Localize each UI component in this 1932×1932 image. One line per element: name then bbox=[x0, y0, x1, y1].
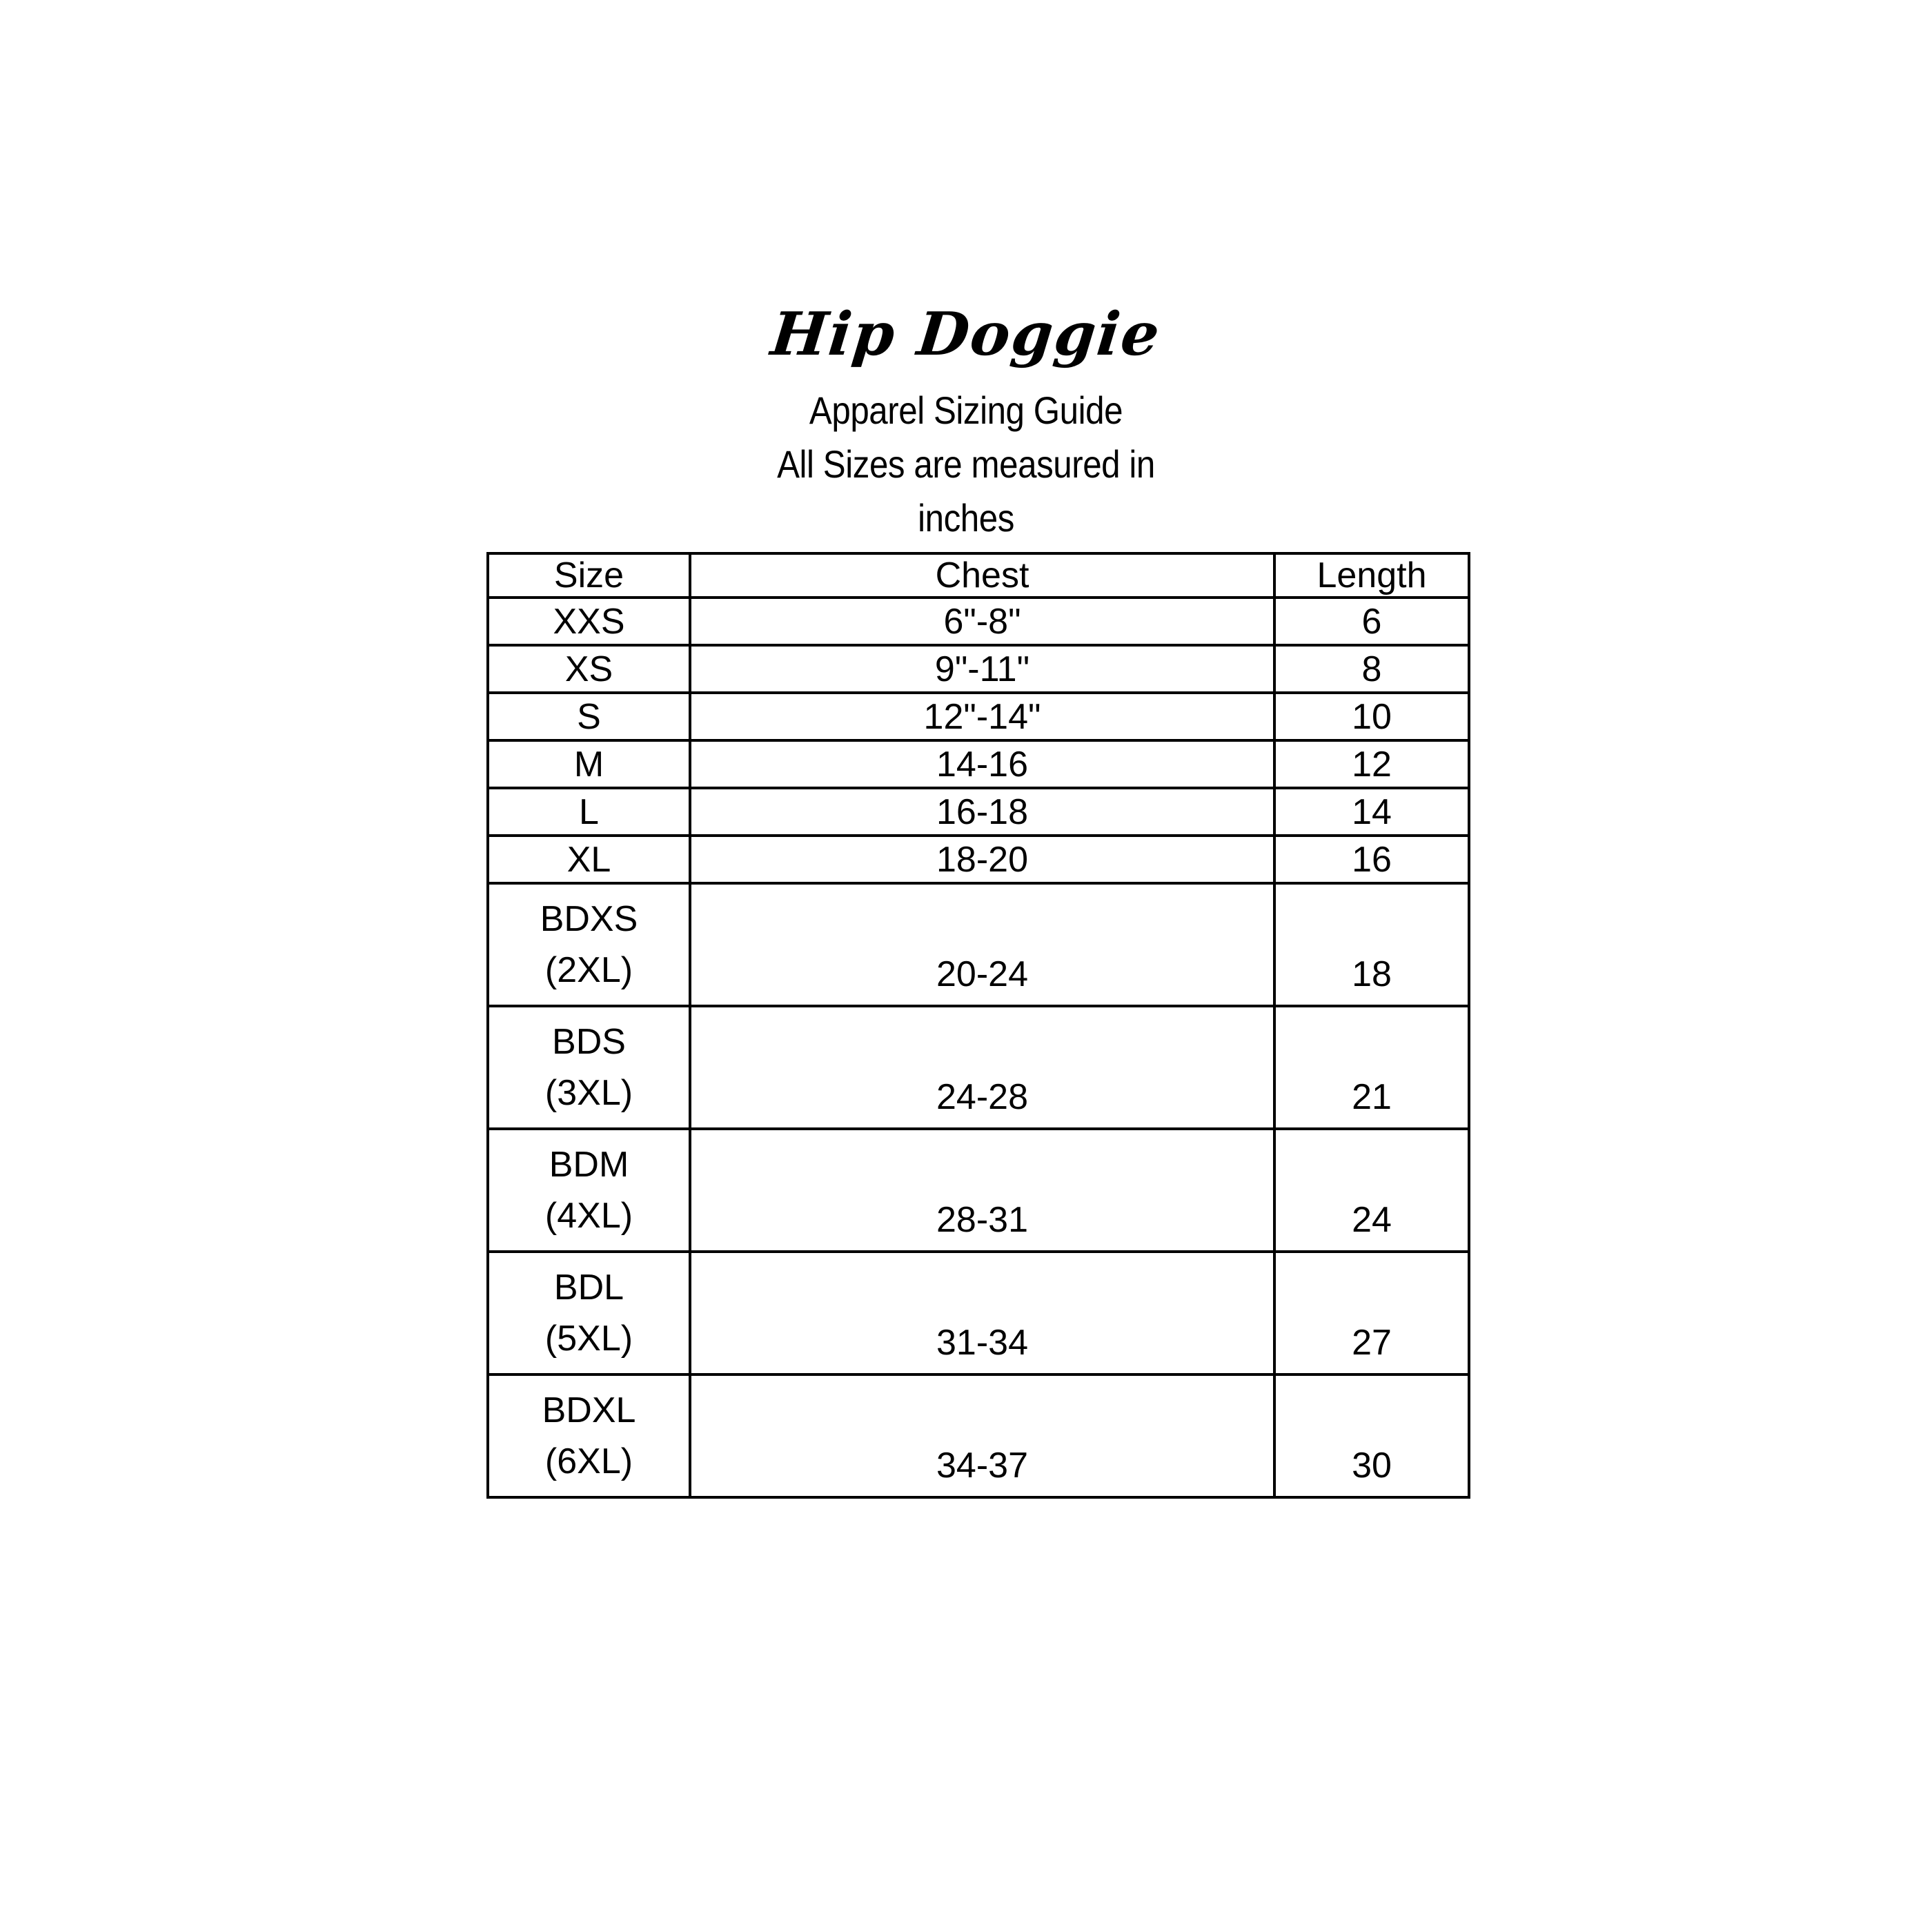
cell-length: 21 bbox=[1273, 1005, 1470, 1130]
table-header-row: Size Chest Length bbox=[486, 552, 1470, 599]
table-row: XL 18-20 16 bbox=[486, 834, 1470, 885]
cell-chest: 12"-14" bbox=[689, 691, 1276, 742]
size-label: BDM bbox=[549, 1145, 629, 1185]
column-header-size: Size bbox=[486, 552, 691, 599]
cell-length: 6 bbox=[1273, 596, 1470, 647]
size-label: XS bbox=[564, 649, 613, 689]
table-header: Size Chest Length bbox=[486, 552, 1470, 599]
cell-size: BDS (3XL) bbox=[486, 1005, 691, 1130]
size-label: BDXS bbox=[540, 899, 638, 939]
cell-chest: 6"-8" bbox=[689, 596, 1276, 647]
cell-size: XXS bbox=[486, 596, 691, 647]
cell-length: 12 bbox=[1273, 739, 1470, 789]
cell-size: L bbox=[486, 787, 691, 837]
brand-logo: Hip Doggie bbox=[767, 299, 1165, 369]
document-header: Hip Doggie Apparel Sizing Guide All Size… bbox=[0, 299, 1932, 545]
table-row: BDXL (6XL) 34-37 30 bbox=[486, 1373, 1470, 1499]
table-row: BDS (3XL) 24-28 21 bbox=[486, 1005, 1470, 1130]
cell-chest: 20-24 bbox=[689, 882, 1276, 1007]
cell-length: 8 bbox=[1273, 644, 1470, 694]
table-body: XXS 6"-8" 6 XS 9"-11" 8 S 12"-14" 10 M 14-16 12 L 16-… bbox=[486, 596, 1470, 1499]
cell-length: 14 bbox=[1273, 787, 1470, 837]
table-row: XS 9"-11" 8 bbox=[486, 644, 1470, 694]
size-alt-label: (2XL) bbox=[544, 950, 633, 990]
cell-length: 10 bbox=[1273, 691, 1470, 742]
size-alt-label: (5XL) bbox=[544, 1319, 633, 1359]
table-row: BDL (5XL) 31-34 27 bbox=[486, 1250, 1470, 1376]
cell-size: BDM (4XL) bbox=[486, 1127, 691, 1253]
table-row: BDM (4XL) 28-31 24 bbox=[486, 1127, 1470, 1253]
cell-size: BDXS (2XL) bbox=[486, 882, 691, 1007]
size-alt-label: (3XL) bbox=[544, 1073, 633, 1113]
cell-length: 18 bbox=[1273, 882, 1470, 1007]
size-label: XXS bbox=[553, 601, 625, 642]
cell-chest: 9"-11" bbox=[689, 644, 1276, 694]
cell-length: 27 bbox=[1273, 1250, 1470, 1376]
size-label: S bbox=[577, 696, 601, 737]
cell-chest: 24-28 bbox=[689, 1005, 1276, 1130]
cell-size: BDXL (6XL) bbox=[486, 1373, 691, 1499]
cell-size: M bbox=[486, 739, 691, 789]
cell-size: S bbox=[486, 691, 691, 742]
column-header-length: Length bbox=[1273, 552, 1470, 599]
size-label: M bbox=[573, 744, 604, 785]
table-row: BDXS (2XL) 20-24 18 bbox=[486, 882, 1470, 1007]
cell-size: XS bbox=[486, 644, 691, 694]
size-label: BDS bbox=[552, 1022, 626, 1062]
size-alt-label: (4XL) bbox=[544, 1196, 633, 1236]
table-row: XXS 6"-8" 6 bbox=[486, 596, 1470, 647]
size-label: L bbox=[579, 791, 599, 832]
cell-chest: 31-34 bbox=[689, 1250, 1276, 1376]
cell-length: 30 bbox=[1273, 1373, 1470, 1499]
size-label: BDL bbox=[553, 1268, 624, 1308]
size-label: BDXL bbox=[542, 1390, 636, 1430]
cell-chest: 14-16 bbox=[689, 739, 1276, 789]
subtitle-line-3: inches bbox=[918, 496, 1014, 540]
cell-chest: 16-18 bbox=[689, 787, 1276, 837]
cell-chest: 18-20 bbox=[689, 834, 1276, 885]
size-alt-label: (6XL) bbox=[544, 1441, 633, 1481]
sizing-table: Size Chest Length XXS 6"-8" 6 XS 9"-11" 8 S 12"… bbox=[486, 552, 1470, 1499]
table-row: L 16-18 14 bbox=[486, 787, 1470, 837]
cell-size: BDL (5XL) bbox=[486, 1250, 691, 1376]
cell-size: XL bbox=[486, 834, 691, 885]
column-header-chest: Chest bbox=[689, 552, 1276, 599]
cell-chest: 28-31 bbox=[689, 1127, 1276, 1253]
size-label: XL bbox=[566, 839, 611, 880]
subtitle-block: Apparel Sizing Guide All Sizes are measu… bbox=[0, 384, 1932, 545]
subtitle-line-1: Apparel Sizing Guide bbox=[809, 388, 1123, 433]
table-row: S 12"-14" 10 bbox=[486, 691, 1470, 742]
subtitle-line-2: All Sizes are measured in bbox=[777, 442, 1155, 486]
cell-length: 24 bbox=[1273, 1127, 1470, 1253]
cell-length: 16 bbox=[1273, 834, 1470, 885]
table-row: M 14-16 12 bbox=[486, 739, 1470, 789]
cell-chest: 34-37 bbox=[689, 1373, 1276, 1499]
